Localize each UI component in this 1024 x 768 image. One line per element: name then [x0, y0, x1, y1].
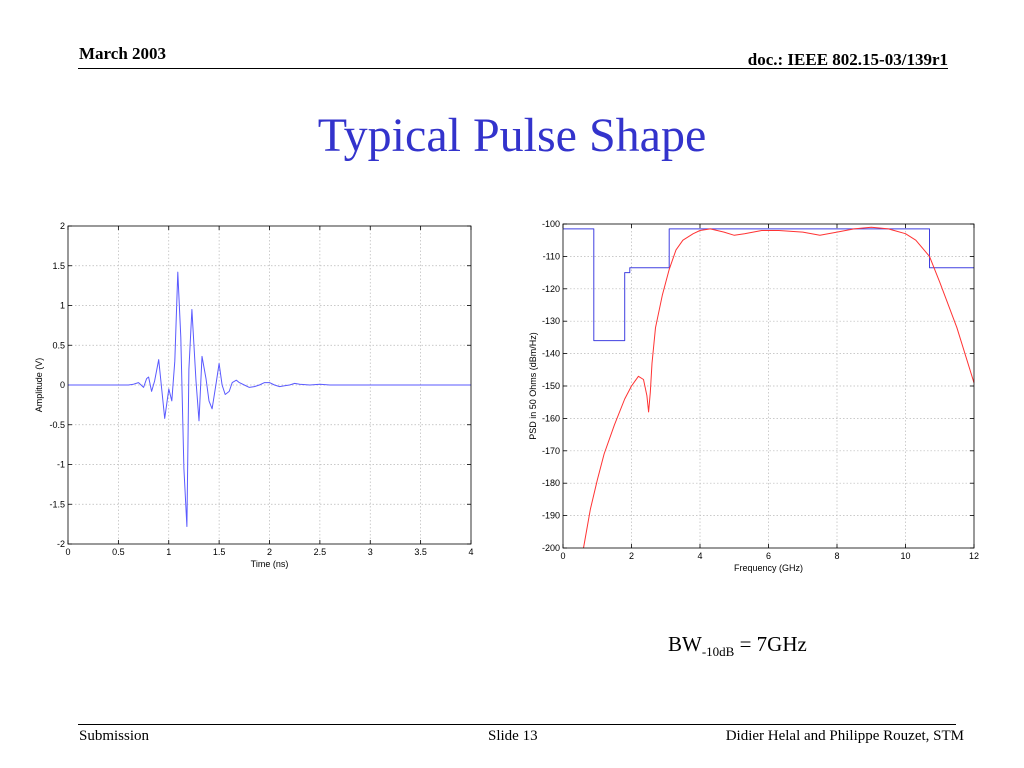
x-tick-label: 10: [900, 551, 910, 561]
header-divider: [78, 68, 948, 69]
pulse-amplitude-chart: 0 0.5 1 1.5 2 2.5 3 3.5 4 -2 -1.5 -1 -0.5 0 0.5 1 1.5 2 Ti…: [34, 221, 474, 569]
header-doc-id: doc.: IEEE 802.15-03/139r1: [747, 50, 948, 69]
footer-authors: Didier Helal and Philippe Rouzet, STM: [725, 728, 964, 744]
psd-frequency-chart: 0 2 4 6 8 10 12 -100 -110 -120 -130 -140 -150 -160 -17…: [528, 219, 979, 573]
y-tick-label: -180: [542, 478, 560, 488]
series-line-psd: [583, 226, 975, 549]
y-tick-label: -130: [542, 316, 560, 326]
y-tick-label: -170: [542, 446, 560, 456]
y-tick-label: -160: [542, 413, 560, 423]
x-axis-label: Time (ns): [251, 559, 289, 569]
x-axis-label: Frequency (GHz): [734, 563, 803, 573]
series-line-pulse: [68, 271, 471, 527]
x-tick-label: 3.5: [414, 547, 427, 557]
y-tick-label: -190: [542, 511, 560, 521]
x-tick-label: 6: [766, 551, 771, 561]
y-tick-label: 0: [60, 380, 65, 390]
y-tick-label: -150: [542, 381, 560, 391]
bw-subscript: -10dB: [701, 644, 735, 660]
footer-divider: [78, 724, 956, 725]
y-tick-label: 0.5: [52, 340, 65, 350]
x-tick-label: 12: [969, 551, 979, 561]
y-tick-label: 1.5: [52, 261, 65, 271]
header-date: March 2003: [79, 44, 167, 63]
x-tick-label: 2: [629, 551, 634, 561]
series-line-step-mask: [563, 228, 974, 342]
footer-submission: Submission: [79, 728, 150, 744]
y-axis-label: Amplitude (V): [34, 358, 44, 413]
x-tick-label: 0: [65, 547, 70, 557]
y-tick-label: -1.5: [49, 499, 65, 509]
plot-frame: [562, 223, 975, 549]
plot-frame: [67, 225, 472, 545]
y-tick-label: -100: [542, 219, 560, 229]
bandwidth-label: BW-10dB = 7GHz: [668, 632, 807, 660]
x-tick-label: 1.5: [213, 547, 226, 557]
x-tick-label: 2.5: [314, 547, 327, 557]
y-tick-label: -140: [542, 349, 560, 359]
x-tick-label: 0: [560, 551, 565, 561]
bw-value: = 7GHz: [734, 632, 807, 656]
y-tick-label: -200: [542, 543, 560, 553]
x-tick-label: 4: [697, 551, 702, 561]
x-tick-label: 8: [834, 551, 839, 561]
x-tick-label: 2: [267, 547, 272, 557]
x-tick-label: 0.5: [112, 547, 125, 557]
x-tick-label: 4: [468, 547, 473, 557]
y-tick-label: -120: [542, 284, 560, 294]
y-tick-label: -0.5: [49, 420, 65, 430]
y-tick-label: 1: [60, 301, 65, 311]
y-axis-label: PSD in 50 Ohms (dBm/Hz): [528, 332, 538, 440]
y-tick-label: -1: [57, 460, 65, 470]
y-tick-label: -2: [57, 539, 65, 549]
x-tick-label: 3: [368, 547, 373, 557]
y-tick-label: -110: [543, 251, 560, 261]
footer-slide-number: Slide 13: [488, 728, 538, 744]
bw-prefix: BW: [668, 632, 702, 656]
y-tick-label: 2: [60, 221, 65, 231]
x-tick-label: 1: [166, 547, 171, 557]
slide-title: Typical Pulse Shape: [317, 109, 707, 162]
